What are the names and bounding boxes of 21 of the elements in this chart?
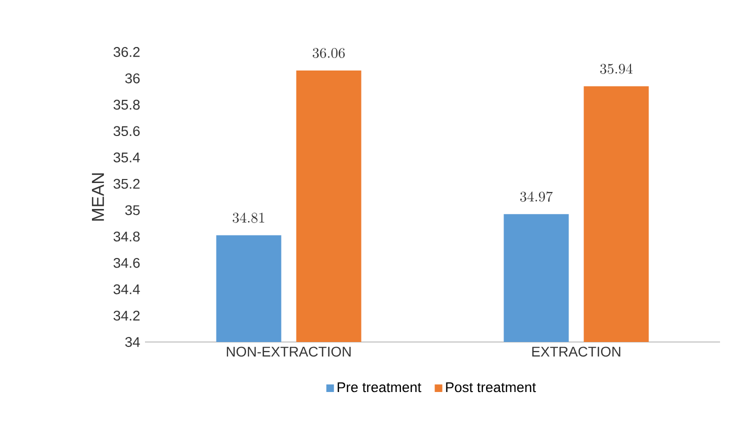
y-tick-label: 35.8 bbox=[114, 100, 140, 110]
y-tick-label: 36 bbox=[125, 73, 140, 84]
legend-label: Post treatment bbox=[446, 382, 536, 392]
data-label: 36.06 bbox=[312, 48, 345, 58]
y-axis-title: MEAN bbox=[92, 173, 104, 221]
y-tick-label: 35.4 bbox=[114, 152, 140, 162]
y-tick-label: 35.2 bbox=[114, 178, 140, 189]
y-tick-label: 36.2 bbox=[114, 47, 140, 57]
y-tick-label: 34.4 bbox=[114, 284, 140, 294]
y-tick-label: 34.6 bbox=[114, 258, 140, 268]
legend-label: Pre treatment bbox=[338, 382, 422, 392]
x-tick-label: NON-EXTRACTION bbox=[226, 346, 351, 357]
y-tick-label: 34.2 bbox=[114, 310, 140, 321]
x-tick-label: EXTRACTION bbox=[532, 346, 620, 357]
y-tick-label: 35.6 bbox=[114, 126, 140, 136]
data-label: 34.97 bbox=[520, 192, 553, 202]
data-label: 35.94 bbox=[600, 64, 632, 74]
y-tick-label: 34 bbox=[125, 337, 140, 347]
y-tick-label: 35 bbox=[125, 205, 140, 216]
data-label: 34.81 bbox=[232, 212, 264, 223]
y-tick-label: 34.8 bbox=[114, 232, 140, 242]
